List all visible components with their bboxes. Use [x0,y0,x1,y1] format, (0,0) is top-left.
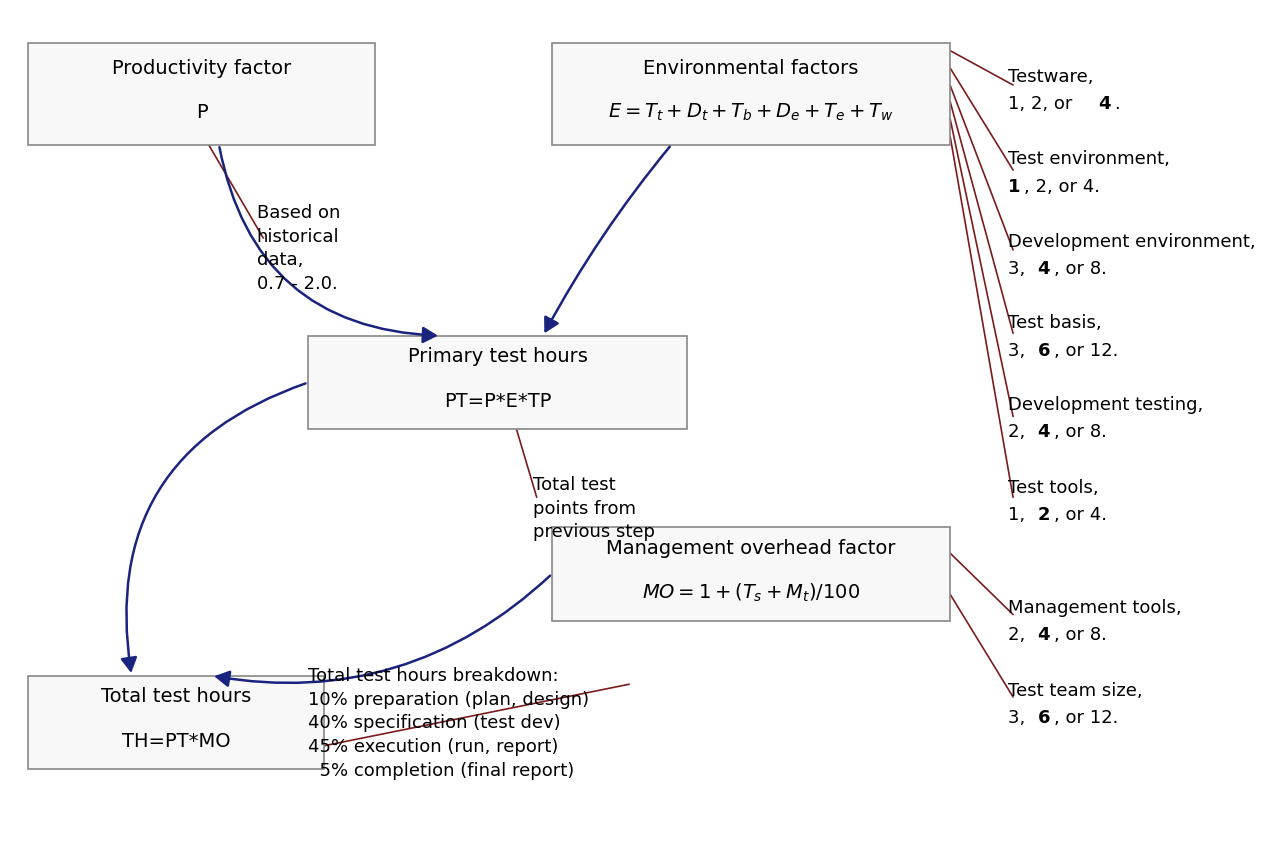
Text: Productivity factor: Productivity factor [112,59,291,77]
FancyBboxPatch shape [28,676,324,769]
Text: 4: 4 [1037,423,1050,441]
Text: Based on
historical
data,
0.7 - 2.0.: Based on historical data, 0.7 - 2.0. [257,204,340,292]
Text: Testware,: Testware, [1008,68,1094,86]
Text: , or 8.: , or 8. [1054,423,1107,441]
Text: P: P [195,103,208,122]
Text: 2: 2 [1037,506,1050,524]
Text: Test environment,: Test environment, [1008,150,1170,168]
Text: Development testing,: Development testing, [1008,396,1203,414]
FancyArrowPatch shape [220,147,435,342]
Text: , 2, or 4.: , 2, or 4. [1025,178,1100,196]
FancyArrowPatch shape [546,147,670,331]
Text: 3,: 3, [1008,260,1031,278]
Text: Total test hours: Total test hours [100,688,252,706]
FancyBboxPatch shape [28,42,375,144]
Text: Management tools,: Management tools, [1008,599,1181,617]
FancyArrowPatch shape [217,575,550,686]
Text: Total test hours breakdown:
10% preparation (plan, design)
40% specification (te: Total test hours breakdown: 10% preparat… [308,667,589,779]
FancyArrowPatch shape [122,383,306,671]
Text: Test team size,: Test team size, [1008,682,1143,700]
FancyBboxPatch shape [552,42,950,144]
Text: , or 4.: , or 4. [1054,506,1107,524]
Text: .: . [1115,95,1121,113]
Text: 2,: 2, [1008,626,1031,644]
Text: 4: 4 [1037,260,1050,278]
Text: 1: 1 [1008,178,1021,196]
Text: , or 12.: , or 12. [1054,709,1118,727]
Text: 1,: 1, [1008,506,1031,524]
FancyBboxPatch shape [308,336,687,429]
Text: 2,: 2, [1008,423,1031,441]
Text: 1, 2, or: 1, 2, or [1008,95,1079,113]
Text: 6: 6 [1037,709,1050,727]
Text: , or 12.: , or 12. [1054,342,1118,360]
FancyBboxPatch shape [552,527,950,620]
Text: 4: 4 [1037,626,1050,644]
Text: Test tools,: Test tools, [1008,479,1099,496]
Text: 3,: 3, [1008,709,1031,727]
Text: Management overhead factor: Management overhead factor [606,539,896,558]
Text: 3,: 3, [1008,342,1031,360]
Text: Test basis,: Test basis, [1008,314,1102,332]
Text: Development environment,: Development environment, [1008,233,1256,251]
Text: , or 8.: , or 8. [1054,260,1107,278]
Text: , or 8.: , or 8. [1054,626,1107,644]
Text: Primary test hours: Primary test hours [407,348,588,366]
Text: TH=PT*MO: TH=PT*MO [122,732,230,751]
Text: $E=T_t+D_t+T_b+D_e+T_e+T_w$: $E=T_t+D_t+T_b+D_e+T_e+T_w$ [609,101,894,123]
Text: Total test
points from
previous step: Total test points from previous step [533,476,655,541]
Text: 6: 6 [1037,342,1050,360]
Text: 4: 4 [1098,95,1111,113]
Text: Environmental factors: Environmental factors [643,59,859,77]
Text: $MO=1+(T_s+M_t)/100$: $MO=1+(T_s+M_t)/100$ [642,581,860,604]
Text: PT=P*E*TP: PT=P*E*TP [444,392,551,411]
